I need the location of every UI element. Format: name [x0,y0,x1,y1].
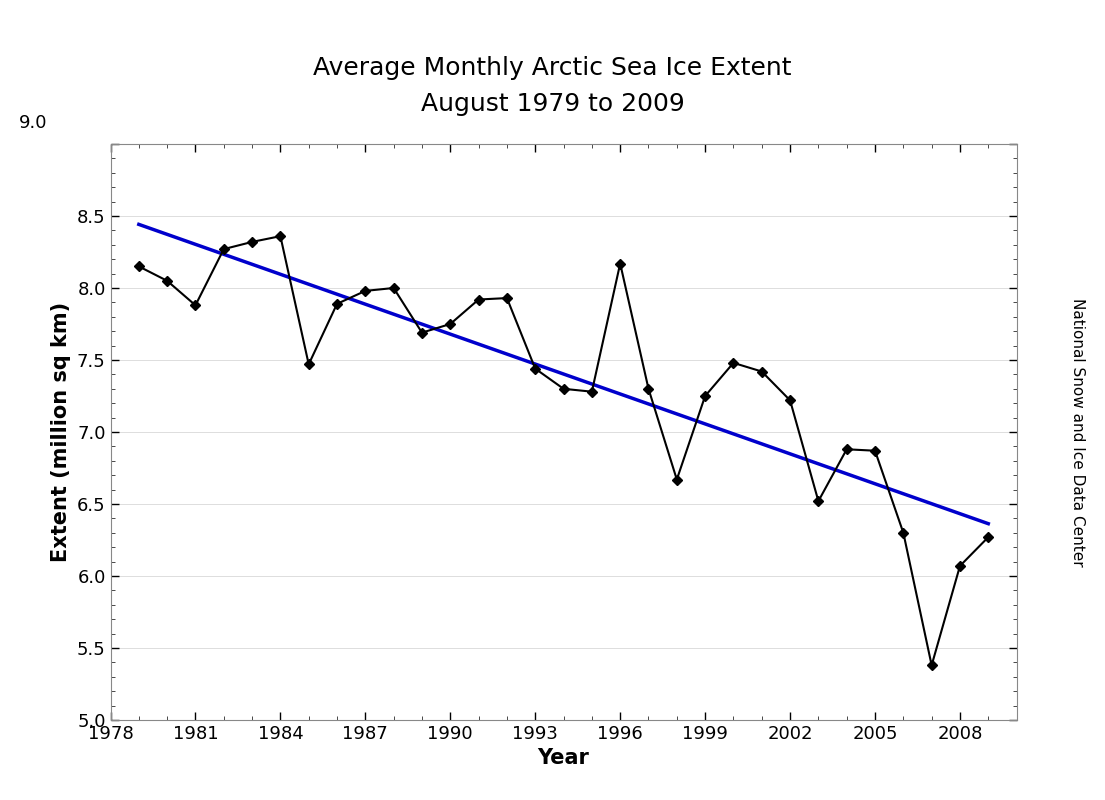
Text: 9.0: 9.0 [19,114,48,133]
Y-axis label: Extent (million sq km): Extent (million sq km) [51,302,72,562]
Text: August 1979 to 2009: August 1979 to 2009 [421,92,684,116]
Text: Average Monthly Arctic Sea Ice Extent: Average Monthly Arctic Sea Ice Extent [313,56,792,80]
Text: National Snow and Ice Data Center: National Snow and Ice Data Center [1070,298,1085,566]
X-axis label: Year: Year [538,749,589,769]
